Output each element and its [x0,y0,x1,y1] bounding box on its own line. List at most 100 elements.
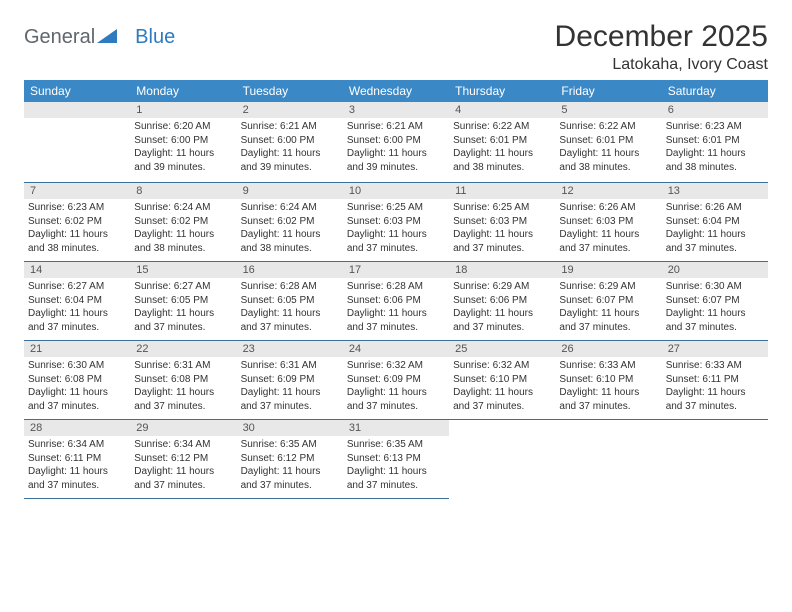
logo-triangle-icon [97,26,117,49]
sunset-line: Sunset: 6:00 PM [134,135,208,146]
day-details: Sunrise: 6:20 AMSunset: 6:00 PMDaylight:… [130,118,236,180]
sunset-line: Sunset: 6:00 PM [241,135,315,146]
day-number: 29 [130,420,236,436]
daylight-line: Daylight: 11 hours and 37 minutes. [453,229,533,254]
day-details: Sunrise: 6:23 AMSunset: 6:02 PMDaylight:… [24,199,130,261]
day-details: Sunrise: 6:21 AMSunset: 6:00 PMDaylight:… [343,118,449,180]
daylight-line: Daylight: 11 hours and 37 minutes. [28,387,108,412]
daylight-line: Daylight: 11 hours and 37 minutes. [347,229,427,254]
day-details: Sunrise: 6:24 AMSunset: 6:02 PMDaylight:… [130,199,236,261]
sunrise-line: Sunrise: 6:28 AM [347,281,423,292]
day-number: 21 [24,341,130,357]
day-details: Sunrise: 6:21 AMSunset: 6:00 PMDaylight:… [237,118,343,180]
sunrise-line: Sunrise: 6:28 AM [241,281,317,292]
day-number: 14 [24,262,130,278]
sunset-line: Sunset: 6:03 PM [347,216,421,227]
sunrise-line: Sunrise: 6:24 AM [134,202,210,213]
sunset-line: Sunset: 6:10 PM [559,374,633,385]
calendar-cell: 20 Sunrise: 6:30 AM Sunset: 6:07 PM Dayligh… [662,262,768,341]
calendar-cell: 26Sunrise: 6:33 AMSunset: 6:10 PMDayligh… [555,341,661,420]
calendar-cell [555,420,661,499]
subtitle: Latokaha, Ivory Coast [555,56,768,74]
sunset-line: Sunset: 6:01 PM [559,135,633,146]
daylight-line: Daylight: 11 hours and 37 minutes. [666,387,746,412]
calendar-cell: 29Sunrise: 6:34 AMSunset: 6:12 PMDayligh… [130,420,236,499]
calendar-cell: 1Sunrise: 6:20 AMSunset: 6:00 PMDaylight… [130,102,236,183]
day-number: 18 [449,262,555,278]
daylight-line: Daylight: 11 hours and 39 minutes. [134,148,214,173]
calendar-cell: 11Sunrise: 6:25 AMSunset: 6:03 PMDayligh… [449,183,555,262]
sunrise-line: Sunrise: 6:33 AM [559,360,635,371]
sunrise-line: Sunrise: 6:27 AM [28,281,104,292]
empty-day-header [24,102,130,118]
weekday-header: Saturday [662,80,768,102]
day-number: 7 [24,183,130,199]
day-number: 3 [343,102,449,118]
daylight-line: Daylight: 11 hours and 38 minutes. [241,229,321,254]
sunrise-line: Sunrise: 6:29 AM [453,281,529,292]
header: General Blue December 2025 Latokaha, Ivo… [24,20,768,74]
sunrise-line: Sunrise: 6:31 AM [134,360,210,371]
sunrise-line: Sunrise: 6:22 AM [559,121,635,132]
day-number: 31 [343,420,449,436]
day-details: Sunrise: 6:31 AMSunset: 6:09 PMDaylight:… [237,357,343,419]
sunset-line: Sunset: 6:05 PM [241,295,315,306]
sunset-line: Sunset: 6:07 PM [666,295,740,306]
sunrise-line: Sunrise: 6:31 AM [241,360,317,371]
day-details: Sunrise: 6:31 AMSunset: 6:08 PMDaylight:… [130,357,236,419]
day-details: Sunrise: 6:24 AMSunset: 6:02 PMDaylight:… [237,199,343,261]
calendar-cell: 31Sunrise: 6:35 AMSunset: 6:13 PMDayligh… [343,420,449,499]
day-details: Sunrise: 6:30 AM Sunset: 6:07 PM Daylight:… [662,278,768,340]
calendar-cell: 2Sunrise: 6:21 AMSunset: 6:00 PMDaylight… [237,102,343,183]
day-number: 28 [24,420,130,436]
sunset-line: Sunset: 6:04 PM [666,216,740,227]
calendar-cell [662,420,768,499]
daylight-line: Daylight: 11 hours and 37 minutes. [666,308,746,333]
calendar-cell: 21Sunrise: 6:30 AMSunset: 6:08 PMDayligh… [24,341,130,420]
calendar-cell: 19Sunrise: 6:29 AMSunset: 6:07 PMDayligh… [555,262,661,341]
day-number: 30 [237,420,343,436]
sunset-line: Sunset: 6:02 PM [28,216,102,227]
weekday-header: Tuesday [237,80,343,102]
calendar-cell: 25Sunrise: 6:32 AMSunset: 6:10 PMDayligh… [449,341,555,420]
day-number: 20 [662,262,768,278]
daylight-line: Daylight: 11 hours and 37 minutes. [666,229,746,254]
day-details: Sunrise: 6:35 AMSunset: 6:13 PMDaylight:… [343,436,449,498]
sunrise-line: Sunrise: 6:30 AM [666,281,742,292]
title-block: December 2025 Latokaha, Ivory Coast [555,20,768,74]
sunrise-line: Sunrise: 6:26 AM [559,202,635,213]
day-number: 10 [343,183,449,199]
sunset-line: Sunset: 6:12 PM [241,453,315,464]
daylight-line: Daylight: 11 hours and 37 minutes. [134,308,214,333]
logo-text-1: General [24,26,95,49]
daylight-line: Daylight: 11 hours and 37 minutes. [134,466,214,491]
sunset-line: Sunset: 6:05 PM [134,295,208,306]
sunrise-line: Sunrise: 6:35 AM [241,439,317,450]
daylight-line: Daylight: 11 hours and 38 minutes. [28,229,108,254]
sunset-line: Sunset: 6:12 PM [134,453,208,464]
daylight-line: Daylight: 11 hours and 37 minutes. [453,308,533,333]
weekday-header: Thursday [449,80,555,102]
daylight-line: Daylight: 11 hours and 37 minutes. [559,387,639,412]
calendar-cell: 18Sunrise: 6:29 AMSunset: 6:06 PMDayligh… [449,262,555,341]
calendar-cell: 30Sunrise: 6:35 AMSunset: 6:12 PMDayligh… [237,420,343,499]
sunrise-line: Sunrise: 6:25 AM [347,202,423,213]
sunrise-line: Sunrise: 6:22 AM [453,121,529,132]
sunrise-line: Sunrise: 6:24 AM [241,202,317,213]
weekday-row: SundayMondayTuesdayWednesdayThursdayFrid… [24,80,768,102]
logo: General Blue [24,20,175,49]
sunset-line: Sunset: 6:09 PM [241,374,315,385]
sunrise-line: Sunrise: 6:26 AM [666,202,742,213]
sunset-line: Sunset: 6:01 PM [453,135,527,146]
day-number: 25 [449,341,555,357]
logo-text-2: Blue [135,26,175,49]
calendar-cell: 22Sunrise: 6:31 AMSunset: 6:08 PMDayligh… [130,341,236,420]
day-number: 22 [130,341,236,357]
page-title: December 2025 [555,20,768,54]
calendar-cell: 9Sunrise: 6:24 AMSunset: 6:02 PMDaylight… [237,183,343,262]
day-number: 15 [130,262,236,278]
day-details: Sunrise: 6:25 AMSunset: 6:03 PMDaylight:… [449,199,555,261]
day-details: Sunrise: 6:27 AMSunset: 6:04 PMDaylight:… [24,278,130,340]
weekday-header: Sunday [24,80,130,102]
day-details: Sunrise: 6:32 AMSunset: 6:09 PMDaylight:… [343,357,449,419]
